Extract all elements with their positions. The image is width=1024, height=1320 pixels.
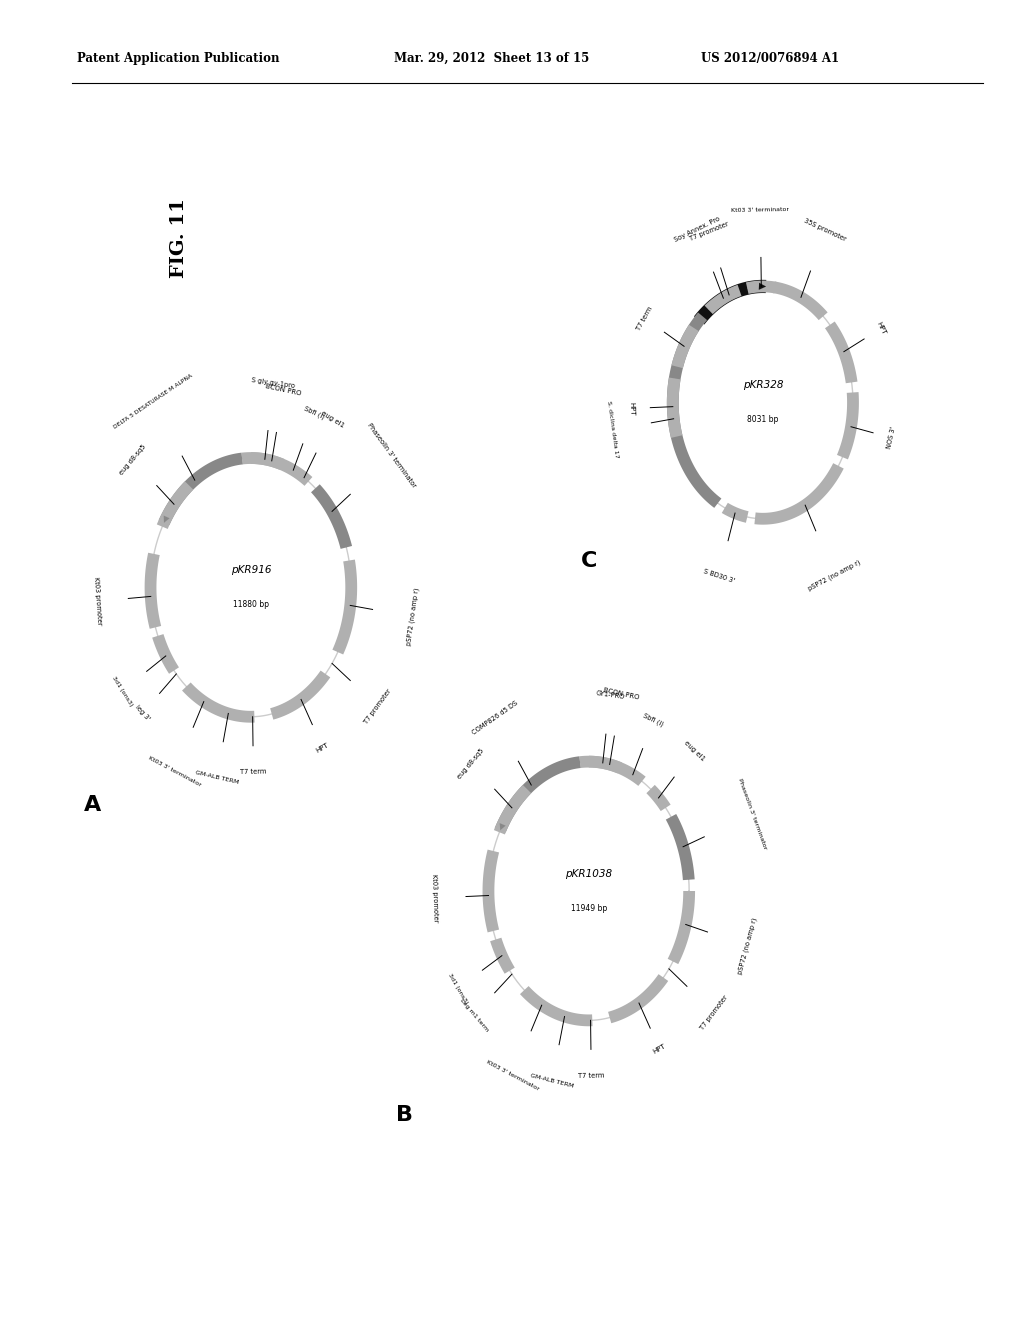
- Text: Kt03 3' terminator: Kt03 3' terminator: [147, 755, 202, 788]
- Text: 11949 bp: 11949 bp: [570, 904, 607, 912]
- Text: T7 term: T7 term: [636, 305, 653, 331]
- Text: Leg m1 term: Leg m1 term: [459, 998, 489, 1032]
- Text: 8031 bp: 8031 bp: [748, 416, 778, 424]
- Text: 3d1 (ons3): 3d1 (ons3): [446, 973, 468, 1005]
- Text: Kt03 promoter: Kt03 promoter: [93, 577, 102, 626]
- Text: T7 term: T7 term: [579, 1073, 604, 1078]
- Text: eug d8-sq5: eug d8-sq5: [457, 747, 485, 780]
- Text: HPT: HPT: [652, 1043, 667, 1055]
- Text: eug el1: eug el1: [683, 739, 706, 762]
- Text: SbfI (i): SbfI (i): [303, 405, 326, 420]
- Text: C: C: [581, 550, 597, 572]
- Text: S gly gy-1pro: S gly gy-1pro: [251, 378, 295, 389]
- Text: Patent Application Publication: Patent Application Publication: [77, 51, 280, 65]
- Text: A: A: [84, 795, 100, 816]
- Text: pKR328: pKR328: [742, 380, 783, 391]
- Text: Phaseolin 3' terminator: Phaseolin 3' terminator: [737, 777, 768, 850]
- Text: Phaseolin 3' terminator: Phaseolin 3' terminator: [367, 422, 417, 488]
- Text: B: B: [396, 1105, 413, 1126]
- Text: T7 promoter: T7 promoter: [362, 688, 392, 725]
- Text: COMP826 d5 DS: COMP826 d5 DS: [471, 700, 519, 737]
- Text: T7 promoter: T7 promoter: [699, 994, 729, 1031]
- Text: US 2012/0076894 A1: US 2012/0076894 A1: [701, 51, 840, 65]
- Text: T7 promoter: T7 promoter: [689, 220, 729, 242]
- Text: HPT: HPT: [874, 321, 887, 337]
- Text: eug el1: eug el1: [319, 411, 345, 429]
- Text: T7 term: T7 term: [241, 770, 266, 775]
- Text: 11880 bp: 11880 bp: [232, 601, 269, 609]
- Text: pSP72 (no amp r): pSP72 (no amp r): [736, 916, 758, 974]
- Text: eug d8-sq5: eug d8-sq5: [119, 444, 147, 477]
- Text: Kt03 3' terminator: Kt03 3' terminator: [485, 1059, 540, 1092]
- Text: FIG. 11: FIG. 11: [170, 198, 188, 277]
- Text: Kt03 promoter: Kt03 promoter: [431, 874, 439, 923]
- Text: GM-ALB TERM: GM-ALB TERM: [530, 1073, 574, 1089]
- Text: BCON PRO: BCON PRO: [603, 686, 640, 700]
- Text: SbfI (i): SbfI (i): [642, 713, 665, 727]
- Text: DELTA 5 DESATURASE M ALPNA: DELTA 5 DESATURASE M ALPNA: [114, 374, 194, 430]
- Text: 35S promoter: 35S promoter: [803, 218, 847, 243]
- Text: pSP72 (no amp r): pSP72 (no amp r): [807, 558, 861, 591]
- Text: 3d1 (ons3): 3d1 (ons3): [111, 675, 134, 708]
- Text: pSP72 (no amp r): pSP72 (no amp r): [406, 587, 421, 647]
- Text: pKR916: pKR916: [230, 565, 271, 576]
- Text: Mar. 29, 2012  Sheet 13 of 15: Mar. 29, 2012 Sheet 13 of 15: [394, 51, 590, 65]
- Text: NOS 3': NOS 3': [886, 426, 896, 449]
- Text: GM-ALB TERM: GM-ALB TERM: [195, 771, 239, 785]
- Text: pKR1038: pKR1038: [565, 869, 612, 879]
- Text: HPT: HPT: [629, 401, 635, 416]
- Text: S BD30 3': S BD30 3': [702, 568, 735, 583]
- Text: BCON PRO: BCON PRO: [265, 383, 302, 396]
- Text: Kt03 3' terminator: Kt03 3' terminator: [731, 207, 790, 213]
- Text: leg 3': leg 3': [134, 704, 152, 722]
- Text: Soy Annex. Pro: Soy Annex. Pro: [674, 215, 721, 243]
- Text: S. diclina delta 17: S. diclina delta 17: [606, 401, 620, 459]
- Text: HPT: HPT: [315, 742, 330, 754]
- Text: GY1-PRO: GY1-PRO: [595, 690, 625, 700]
